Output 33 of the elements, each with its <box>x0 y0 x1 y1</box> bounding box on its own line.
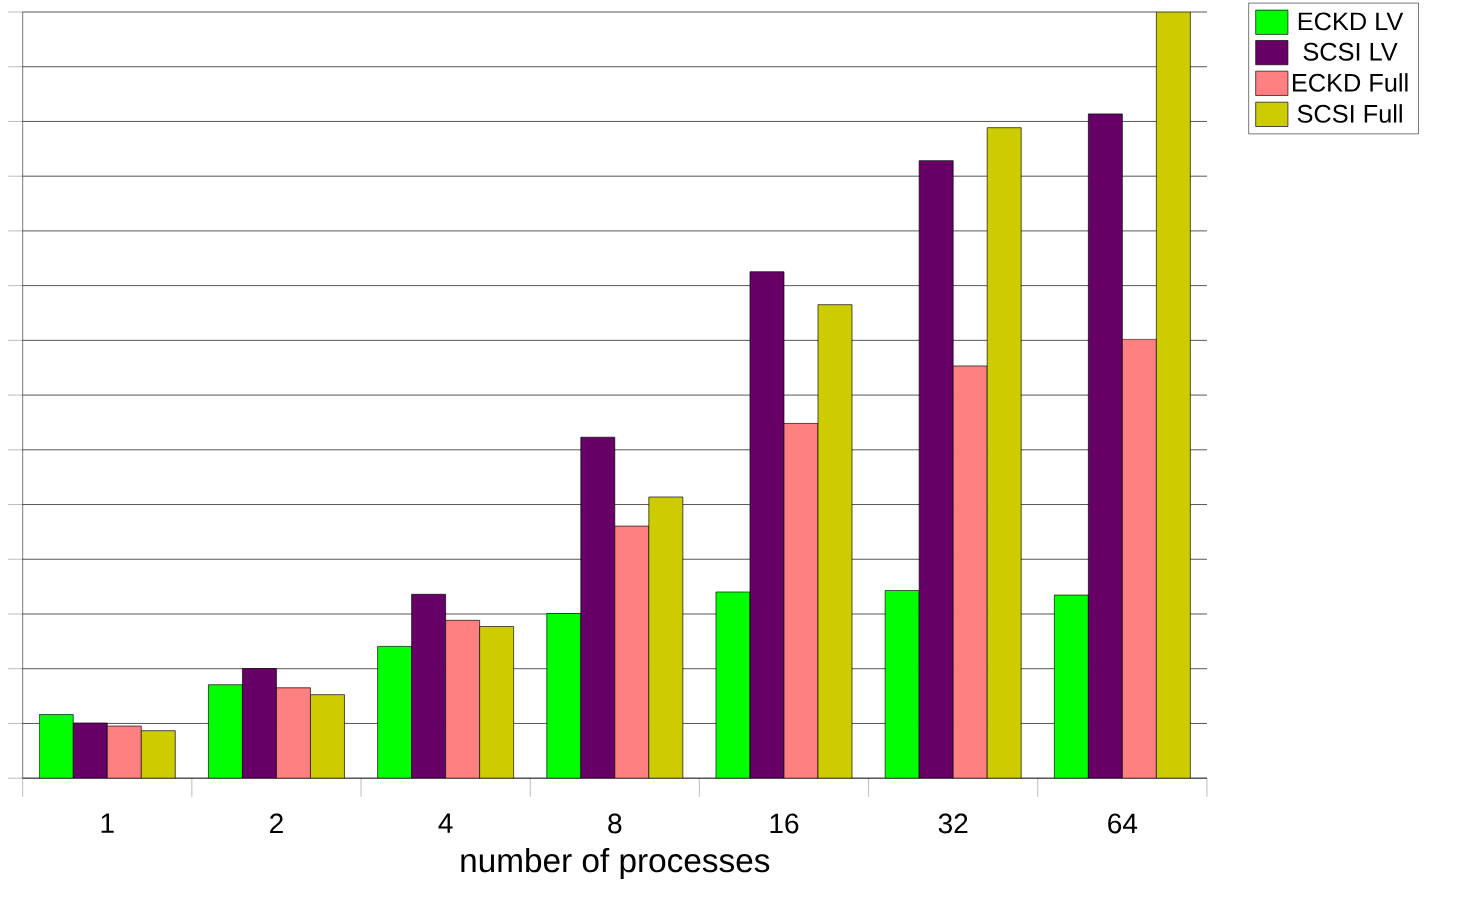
bar <box>38 714 74 779</box>
x-tick-label: 32 <box>938 813 968 834</box>
legend-label: ECKD Full <box>1293 73 1408 92</box>
x-tick-label: 8 <box>608 813 622 834</box>
bar <box>411 593 446 779</box>
bar <box>106 725 142 779</box>
x-tick-label: 4 <box>438 813 453 833</box>
bar <box>783 423 819 779</box>
bar <box>918 160 954 779</box>
bar <box>1054 594 1089 779</box>
x-axis-title: number of processes <box>461 847 770 879</box>
bar <box>72 722 108 779</box>
bar <box>546 613 582 779</box>
bar <box>749 271 785 779</box>
bar <box>884 590 920 779</box>
bar <box>1122 338 1157 779</box>
legend-label: SCSI Full <box>1297 104 1402 123</box>
x-tick-label: 1 <box>101 813 114 833</box>
bar <box>952 365 988 779</box>
bar <box>242 668 277 779</box>
bar <box>208 684 243 779</box>
x-tick-label: 2 <box>270 813 283 834</box>
bar <box>614 525 650 779</box>
x-tick-label: 16 <box>770 813 799 834</box>
bar <box>715 591 751 779</box>
bar <box>377 645 412 779</box>
bar <box>276 687 311 779</box>
legend-label: ECKD LV <box>1298 12 1404 31</box>
bar <box>580 436 616 779</box>
bar <box>445 619 480 779</box>
x-tick-label: 64 <box>1108 813 1138 834</box>
bar <box>1088 113 1123 779</box>
legend-label: SCSI LV <box>1303 42 1398 61</box>
